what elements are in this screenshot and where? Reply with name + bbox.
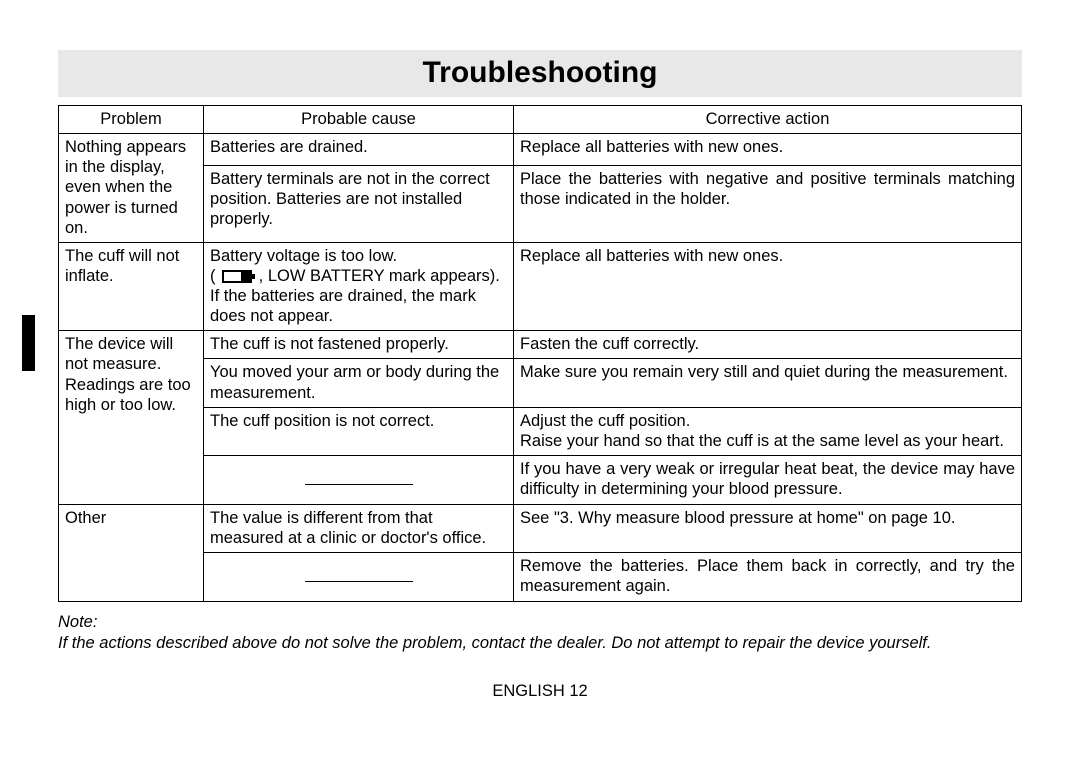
action-cell: Remove the batteries. Place them back in… <box>514 553 1022 602</box>
action-cell: See "3. Why measure blood pressure at ho… <box>514 505 1022 553</box>
note-label: Note: <box>58 613 97 631</box>
cause-cell: The value is different from that measure… <box>204 505 514 553</box>
table-row: If you have a very weak or irregular hea… <box>59 455 1022 504</box>
dash-icon <box>305 484 413 485</box>
table-row: Remove the batteries. Place them back in… <box>59 553 1022 602</box>
page-title: Troubleshooting <box>58 50 1022 97</box>
col-problem: Problem <box>59 106 204 134</box>
table-row: The cuff will not inflate.Battery voltag… <box>59 242 1022 331</box>
action-cell: Place the batteries with negative and po… <box>514 165 1022 242</box>
action-cell: Replace all batteries with new ones. <box>514 242 1022 331</box>
table-row: OtherThe value is different from that me… <box>59 505 1022 553</box>
cause-cell: The cuff is not fastened properly. <box>204 331 514 359</box>
page-footer: ENGLISH 12 <box>58 682 1022 701</box>
table-header-row: Problem Probable cause Corrective action <box>59 106 1022 134</box>
action-cell: Fasten the cuff correctly. <box>514 331 1022 359</box>
cause-cell: Battery terminals are not in the correct… <box>204 165 514 242</box>
cause-cell <box>204 553 514 602</box>
problem-cell: Nothing appears in the display, even whe… <box>59 134 204 243</box>
cause-cell: You moved your arm or body during the me… <box>204 359 514 407</box>
action-cell: Replace all batteries with new ones. <box>514 134 1022 166</box>
action-cell: Adjust the cuff position.Raise your hand… <box>514 407 1022 455</box>
table-row: You moved your arm or body during the me… <box>59 359 1022 407</box>
troubleshooting-table: Problem Probable cause Corrective action… <box>58 105 1022 602</box>
cause-cell: The cuff position is not correct. <box>204 407 514 455</box>
table-row: The cuff position is not correct.Adjust … <box>59 407 1022 455</box>
note-text: If the actions described above do not so… <box>58 634 931 652</box>
low-battery-icon <box>222 270 252 283</box>
action-cell: If you have a very weak or irregular hea… <box>514 455 1022 504</box>
cause-cell: Batteries are drained. <box>204 134 514 166</box>
table-row: Nothing appears in the display, even whe… <box>59 134 1022 166</box>
problem-cell: The device will not measure. Readings ar… <box>59 331 204 505</box>
page: Troubleshooting Problem Probable cause C… <box>0 0 1080 701</box>
problem-cell: The cuff will not inflate. <box>59 242 204 331</box>
col-action: Corrective action <box>514 106 1022 134</box>
table-row: Battery terminals are not in the correct… <box>59 165 1022 242</box>
col-cause: Probable cause <box>204 106 514 134</box>
action-cell: Make sure you remain very still and quie… <box>514 359 1022 407</box>
cause-cell: Battery voltage is too low.( , LOW BATTE… <box>204 242 514 331</box>
table-row: The device will not measure. Readings ar… <box>59 331 1022 359</box>
problem-cell: Other <box>59 505 204 602</box>
edge-tab <box>22 315 35 371</box>
cause-cell <box>204 455 514 504</box>
dash-icon <box>305 581 413 582</box>
note: Note: If the actions described above do … <box>58 612 1022 653</box>
